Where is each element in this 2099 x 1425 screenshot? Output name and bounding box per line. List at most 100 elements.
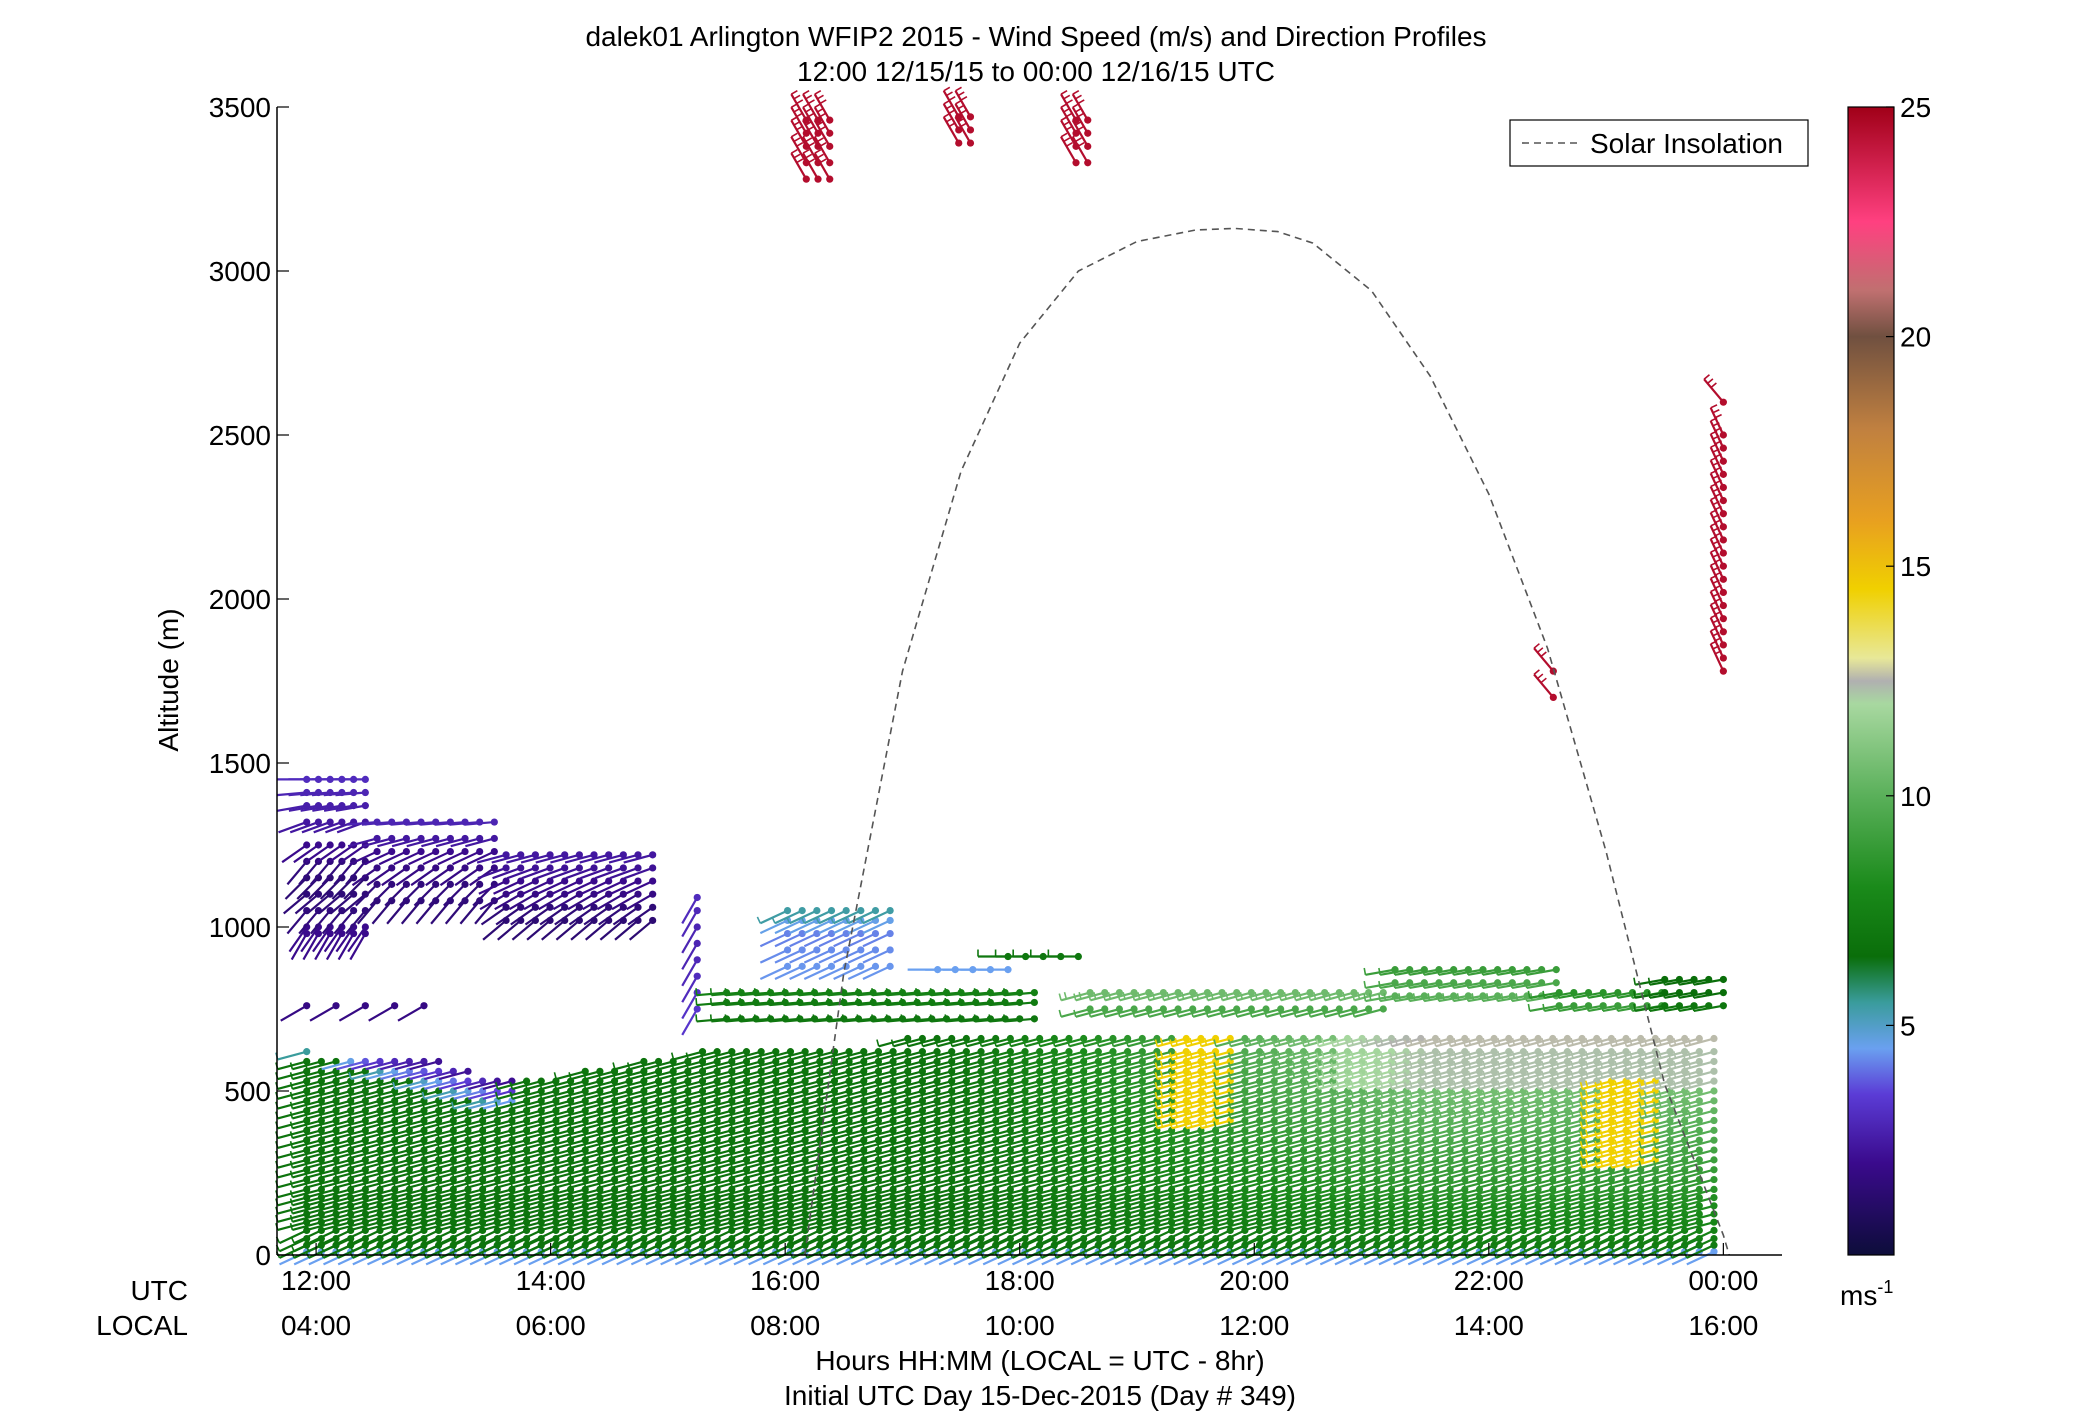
wind-barb-point [783, 962, 792, 970]
wind-barb-staff [453, 1204, 483, 1215]
wind-barb-staff [681, 926, 699, 954]
wind-barb-staff [277, 1080, 307, 1090]
wind-barb-feather [1234, 1009, 1238, 1017]
wind-barb-feather [796, 158, 804, 164]
wind-barb-staff [453, 1129, 483, 1140]
wind-barb-staff [1148, 1007, 1179, 1018]
wind-barb-feather [841, 998, 845, 1006]
wind-barb-feather [1442, 993, 1445, 1001]
wind-barb-staff [378, 850, 407, 866]
wind-barb-feather [1633, 977, 1636, 985]
wind-barb-staff [1310, 1007, 1340, 1018]
wind-barb-staff [468, 1119, 498, 1130]
wind-barb-staff [507, 880, 536, 895]
wind-barb-staff [444, 900, 466, 925]
wind-barb-staff [350, 1196, 381, 1207]
wind-barb-feather [363, 1111, 367, 1119]
wind-barb-point [446, 834, 454, 843]
wind-barb-staff [526, 919, 551, 941]
wind-barb-staff [1222, 1007, 1252, 1018]
wind-barb-feather [407, 1131, 411, 1139]
wind-barb-feather [1322, 1009, 1326, 1017]
wind-barb-point [449, 1067, 457, 1075]
wind-barb-point [634, 851, 642, 859]
wind-barb-feather [841, 1014, 845, 1022]
wind-barb-staff [277, 1212, 307, 1223]
wind-barb-feather [1060, 132, 1068, 138]
wind-barb-feather [304, 1150, 308, 1159]
wind-barb-feather [333, 1150, 338, 1159]
wind-barb-staff [594, 853, 624, 864]
wind-barb-feather [451, 1111, 455, 1119]
wind-barb-staff [292, 1168, 322, 1179]
wind-barb-feather [814, 89, 822, 95]
wind-barb-staff [293, 844, 320, 864]
wind-barb-feather [1102, 1009, 1106, 1017]
wind-barb-feather [392, 1150, 396, 1159]
wind-barb-staff [308, 1229, 337, 1245]
wind-barb-staff [365, 1070, 395, 1081]
wind-barb-feather [421, 1206, 426, 1214]
wind-barb-feather [465, 1222, 470, 1231]
wind-barb-feather [451, 1170, 455, 1178]
wind-barb-feather [436, 1190, 440, 1198]
wind-barb-feather [1422, 980, 1425, 989]
wind-barb-staff [350, 1109, 381, 1120]
wind-barb-point [1365, 1005, 1373, 1013]
wind-barb-feather [1524, 980, 1528, 989]
wind-barb-feather [1063, 94, 1071, 100]
wind-barb-staff [293, 1229, 322, 1245]
wind-barb-feather [348, 1206, 352, 1214]
wind-barb-point [619, 903, 627, 911]
wind-barb-staff [803, 965, 832, 981]
wind-barb-feather [1556, 1003, 1560, 1012]
wind-barb-feather [1422, 967, 1425, 975]
wind-barb-point [1719, 510, 1727, 518]
wind-barb-feather [465, 1214, 470, 1222]
wind-barb-staff [321, 1148, 351, 1159]
wind-barb-staff [625, 880, 654, 895]
wind-barb-staff [464, 820, 495, 826]
wind-barb-staff [391, 837, 422, 848]
wind-barb-feather [841, 988, 845, 996]
wind-barb-point [464, 1077, 472, 1085]
wind-barb-staff [336, 1188, 366, 1199]
wind-barb-feather [796, 99, 804, 105]
wind-barb-staff [277, 1129, 307, 1140]
wind-barb-feather [1205, 993, 1209, 1001]
wind-barb-staff [491, 853, 522, 864]
wind-barb-point [531, 903, 539, 911]
wind-barb-staff [424, 1158, 454, 1169]
wind-barb-point [842, 907, 850, 915]
wind-barb-point [432, 864, 440, 872]
wind-barb-feather [377, 1140, 382, 1149]
wind-barb-feather [1662, 990, 1666, 998]
wind-barb-staff [494, 893, 522, 911]
wind-barb-point [461, 880, 469, 888]
wind-barb-point [1719, 989, 1727, 997]
wind-barb-staff [468, 1089, 498, 1100]
wind-barb-feather [304, 1081, 308, 1090]
wind-barb-feather [1151, 991, 1156, 1000]
wind-barb-feather [451, 1180, 455, 1188]
wind-barb-feather [304, 1214, 308, 1222]
wind-barb-staff [452, 850, 481, 866]
wind-barb-staff [438, 1168, 469, 1179]
wind-barb-staff [321, 1119, 351, 1130]
wind-barb-point [476, 834, 484, 843]
wind-barb-feather [1533, 643, 1540, 649]
chart-title: dalek01 Arlington WFIP2 2015 - Wind Spee… [585, 21, 1486, 52]
wind-barb-staff [336, 1178, 366, 1189]
wind-barb-feather [890, 1039, 895, 1047]
wind-barb-staff [350, 1148, 381, 1159]
wind-barb-feather [1072, 132, 1080, 138]
wind-barb-staff [568, 906, 595, 926]
wind-barb-feather [802, 148, 810, 154]
wind-barb-feather [392, 1214, 396, 1222]
wind-barb-staff [438, 1119, 469, 1130]
wind-barb-feather [1392, 967, 1396, 975]
wind-barb-staff [277, 1168, 307, 1179]
wind-barb-feather [709, 988, 713, 996]
wind-barb-staff [482, 919, 507, 941]
wind-barb-staff [336, 1099, 366, 1110]
